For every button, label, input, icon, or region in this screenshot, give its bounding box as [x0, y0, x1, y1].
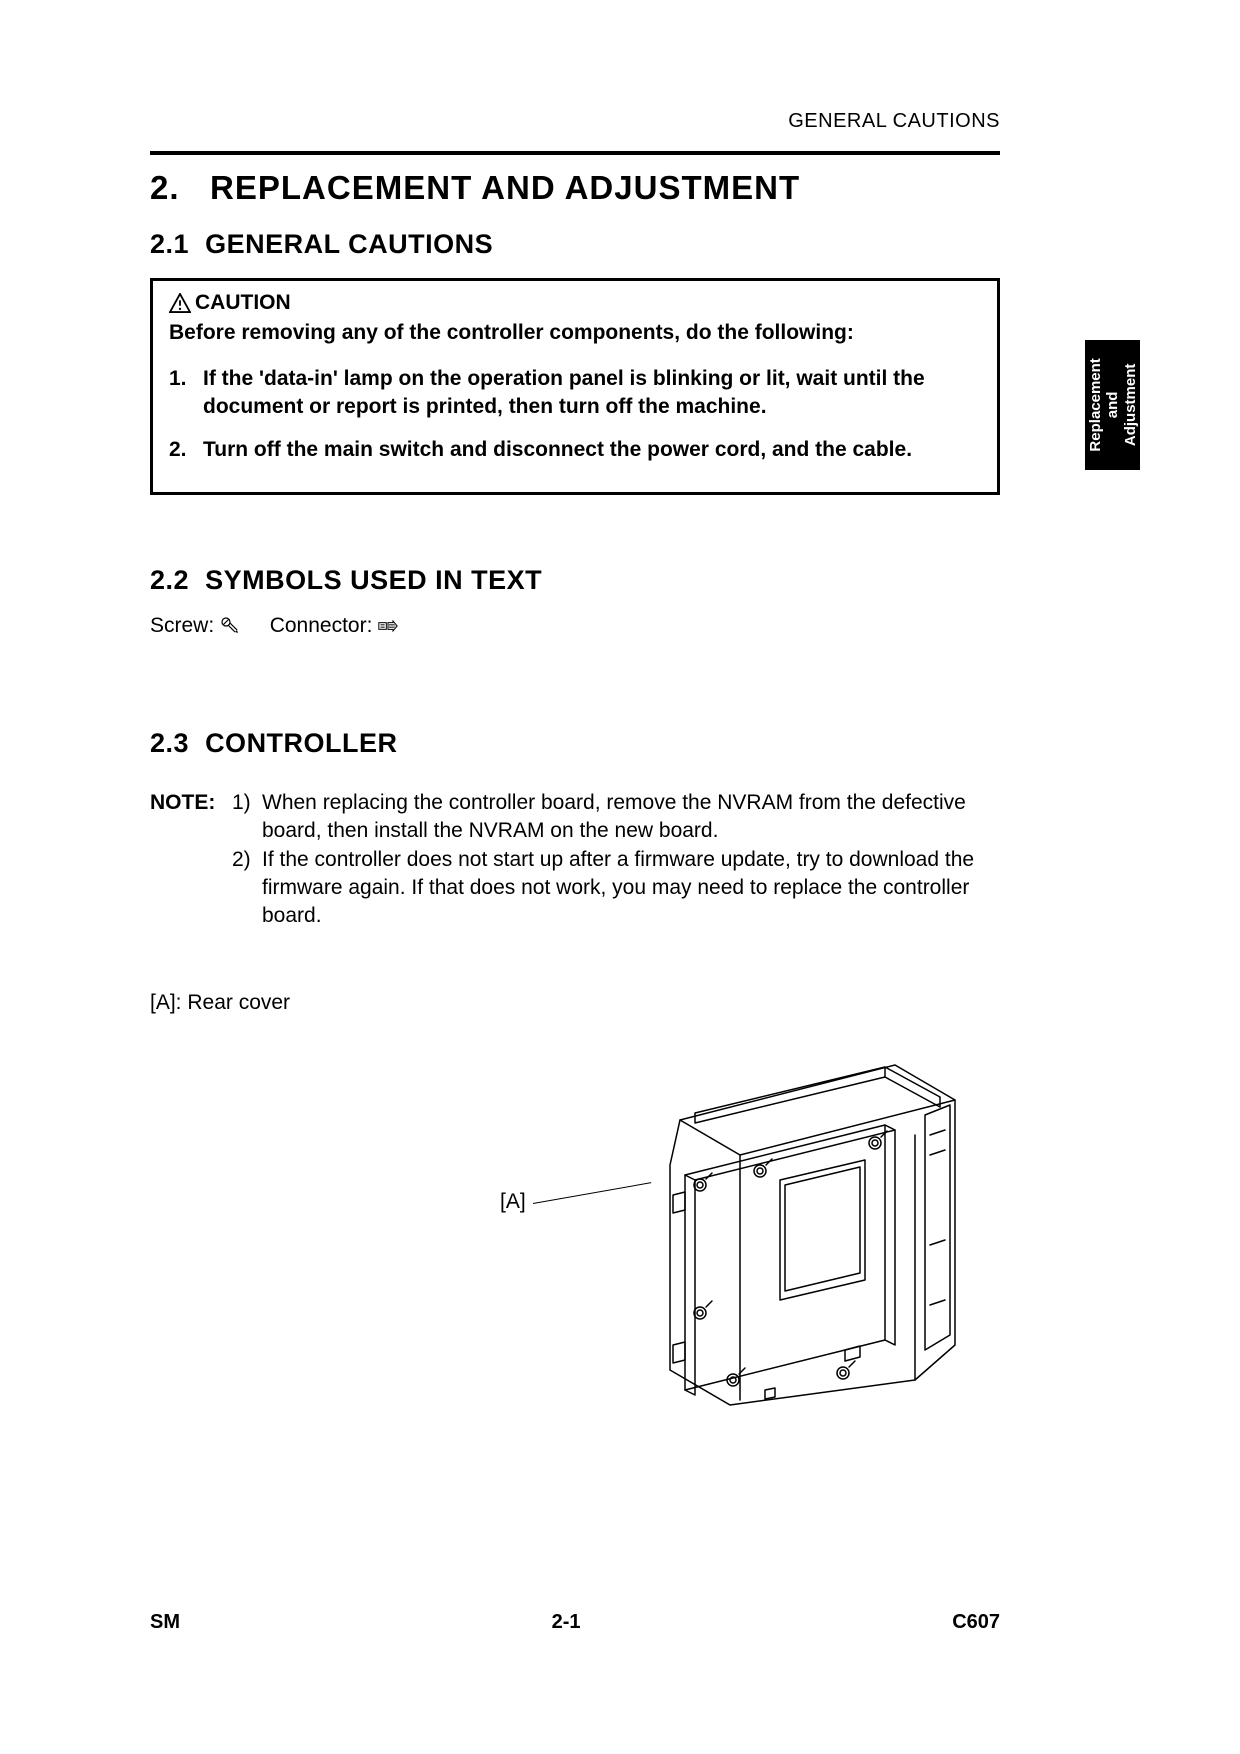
symbols-legend: Screw: Connector: [150, 614, 1000, 638]
note-number: 1) [232, 789, 262, 846]
list-text: If the 'data-in' lamp on the operation p… [203, 365, 981, 422]
connector-icon [378, 616, 398, 636]
side-tab-line2: and [1104, 392, 1121, 419]
note-text: If the controller does not start up afte… [262, 846, 1000, 931]
caution-item: 2. Turn off the main switch and disconne… [169, 436, 981, 464]
side-tab-line3: Adjustment [1121, 364, 1138, 447]
caution-label: CAUTION [195, 291, 291, 315]
note-block: NOTE: 1) When replacing the controller b… [150, 789, 1000, 931]
section-2-3-title: 2.3 CONTROLLER [150, 728, 1000, 759]
section-2-2-title: 2.2 SYMBOLS USED IN TEXT [150, 565, 1000, 596]
chapter-title: 2. REPLACEMENT AND ADJUSTMENT [150, 169, 1000, 207]
running-header: GENERAL CAUTIONS [150, 110, 1000, 133]
callout-a: [A] [500, 1190, 526, 1214]
caution-lead: Before removing any of the controller co… [169, 321, 981, 345]
screw-icon [220, 616, 240, 636]
note-text: When replacing the controller board, rem… [262, 789, 1000, 846]
section-text: SYMBOLS USED IN TEXT [205, 565, 542, 595]
note-label: NOTE: [150, 789, 232, 846]
warning-icon [169, 293, 191, 313]
caution-box: CAUTION Before removing any of the contr… [150, 278, 1000, 495]
footer-center: 2-1 [552, 1611, 581, 1634]
figure-label-a: [A]: Rear cover [150, 991, 1000, 1015]
screw-label: Screw: [150, 614, 214, 638]
list-number: 2. [169, 436, 203, 464]
section-text: CONTROLLER [205, 728, 397, 758]
section-number: 2.3 [150, 728, 189, 758]
divider [150, 151, 1000, 155]
section-text: GENERAL CAUTIONS [205, 229, 493, 259]
caution-item: 1. If the 'data-in' lamp on the operatio… [169, 365, 981, 422]
caution-heading: CAUTION [169, 291, 981, 315]
footer-left: SM [150, 1611, 180, 1634]
section-2-1-title: 2.1 GENERAL CAUTIONS [150, 229, 1000, 260]
chapter-number: 2. [150, 169, 180, 206]
rear-cover-illustration [585, 1045, 980, 1415]
footer-right: C607 [952, 1611, 1000, 1634]
note-number: 2) [232, 846, 262, 931]
side-tab: Replacement and Adjustment [1085, 340, 1140, 470]
page-footer: SM 2-1 C607 [150, 1611, 1000, 1634]
section-number: 2.2 [150, 565, 189, 595]
section-number: 2.1 [150, 229, 189, 259]
figure: [A] [150, 1045, 1000, 1425]
caution-list: 1. If the 'data-in' lamp on the operatio… [169, 365, 981, 464]
chapter-text: REPLACEMENT AND ADJUSTMENT [210, 169, 800, 206]
side-tab-line1: Replacement [1087, 358, 1104, 451]
list-text: Turn off the main switch and disconnect … [203, 436, 912, 464]
connector-label: Connector: [270, 614, 373, 638]
list-number: 1. [169, 365, 203, 422]
